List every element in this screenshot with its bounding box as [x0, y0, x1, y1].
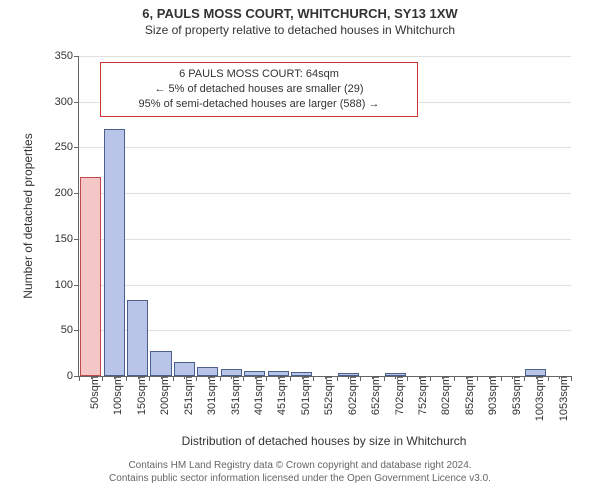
histogram-bar-highlight — [80, 177, 101, 376]
gridline — [79, 147, 571, 148]
x-tick-mark — [243, 376, 244, 381]
y-axis-label: Number of detached properties — [21, 133, 35, 298]
attribution-text: Contains HM Land Registry data © Crown c… — [0, 459, 600, 485]
x-tick-label: 702sqm — [388, 376, 406, 415]
x-tick-mark — [407, 376, 408, 381]
x-tick-label: 351sqm — [224, 376, 242, 415]
x-tick-mark — [477, 376, 478, 381]
y-tick-label: 300 — [55, 96, 79, 108]
x-tick-mark — [126, 376, 127, 381]
histogram-bar — [525, 369, 546, 376]
x-tick-mark — [220, 376, 221, 381]
histogram-bar — [174, 362, 195, 376]
x-tick-label: 852sqm — [458, 376, 476, 415]
gridline — [79, 193, 571, 194]
x-tick-label: 1003sqm — [528, 376, 546, 421]
x-tick-mark — [548, 376, 549, 381]
x-tick-label: 200sqm — [153, 376, 171, 415]
attribution-line-2: Contains public sector information licen… — [0, 472, 600, 485]
highlight-annotation: 6 PAULS MOSS COURT: 64sqm ← 5% of detach… — [100, 62, 418, 117]
histogram-bar — [104, 129, 125, 376]
x-tick-label: 100sqm — [106, 376, 124, 415]
histogram-bar — [127, 300, 148, 376]
x-tick-label: 150sqm — [130, 376, 148, 415]
x-tick-mark — [173, 376, 174, 381]
x-tick-label: 903sqm — [481, 376, 499, 415]
x-tick-label: 50sqm — [83, 376, 101, 409]
gridline — [79, 239, 571, 240]
y-tick-label: 100 — [55, 279, 79, 291]
histogram-bar — [221, 369, 242, 376]
x-tick-label: 1053sqm — [552, 376, 570, 421]
x-tick-mark — [102, 376, 103, 381]
y-tick-label: 150 — [55, 233, 79, 245]
x-tick-mark — [196, 376, 197, 381]
x-tick-label: 251sqm — [177, 376, 195, 415]
attribution-line-1: Contains HM Land Registry data © Crown c… — [0, 459, 600, 472]
x-tick-mark — [430, 376, 431, 381]
x-tick-mark — [290, 376, 291, 381]
x-tick-mark — [571, 376, 572, 381]
gridline — [79, 330, 571, 331]
x-tick-label: 953sqm — [505, 376, 523, 415]
x-tick-mark — [384, 376, 385, 381]
x-tick-label: 602sqm — [341, 376, 359, 415]
y-tick-label: 200 — [55, 187, 79, 199]
x-tick-label: 552sqm — [317, 376, 335, 415]
gridline — [79, 285, 571, 286]
x-tick-label: 501sqm — [294, 376, 312, 415]
y-tick-label: 0 — [67, 370, 79, 382]
x-axis-label: Distribution of detached houses by size … — [182, 434, 467, 448]
chart-subtitle: Size of property relative to detached ho… — [0, 23, 600, 39]
callout-line-2: ← 5% of detached houses are smaller (29) — [109, 82, 409, 97]
callout-line-1: 6 PAULS MOSS COURT: 64sqm — [109, 67, 409, 82]
y-tick-label: 350 — [55, 50, 79, 62]
x-tick-mark — [337, 376, 338, 381]
x-tick-label: 401sqm — [247, 376, 265, 415]
x-tick-label: 301sqm — [200, 376, 218, 415]
x-tick-mark — [524, 376, 525, 381]
x-tick-label: 752sqm — [411, 376, 429, 415]
x-tick-mark — [313, 376, 314, 381]
x-tick-label: 802sqm — [434, 376, 452, 415]
histogram-bar — [197, 367, 218, 376]
x-tick-mark — [501, 376, 502, 381]
y-tick-label: 50 — [61, 324, 79, 336]
x-tick-mark — [454, 376, 455, 381]
x-tick-mark — [149, 376, 150, 381]
chart-title: 6, PAULS MOSS COURT, WHITCHURCH, SY13 1X… — [0, 0, 600, 23]
x-tick-label: 652sqm — [364, 376, 382, 415]
x-tick-mark — [79, 376, 80, 381]
gridline — [79, 56, 571, 57]
x-tick-label: 451sqm — [270, 376, 288, 415]
callout-line-3: 95% of semi-detached houses are larger (… — [109, 97, 409, 112]
x-tick-mark — [266, 376, 267, 381]
y-tick-label: 250 — [55, 141, 79, 153]
x-tick-mark — [360, 376, 361, 381]
figure-container: { "title": "6, PAULS MOSS COURT, WHITCHU… — [0, 0, 600, 500]
histogram-bar — [150, 351, 171, 376]
